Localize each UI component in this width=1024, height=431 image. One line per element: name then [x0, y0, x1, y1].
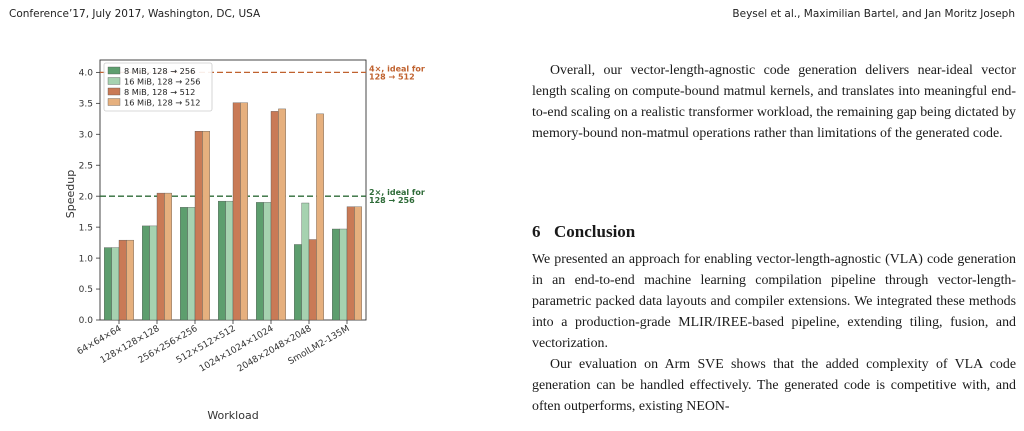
bar: [104, 247, 112, 321]
bar: [332, 228, 340, 321]
bar: [339, 228, 348, 321]
bar: [346, 206, 355, 321]
bar: [126, 239, 134, 321]
y-tick-label: 3.5: [79, 100, 93, 110]
bar: [142, 225, 150, 321]
bar: [118, 239, 127, 321]
bar: [202, 131, 210, 321]
bar: [263, 202, 272, 321]
y-tick-label: 4.0: [79, 69, 94, 79]
legend-label: 16 MiB, 128 → 512: [124, 97, 201, 107]
bar: [354, 206, 362, 321]
bar: [149, 225, 158, 321]
y-tick-label: 3.0: [79, 130, 94, 140]
bar: [187, 207, 196, 321]
y-tick-label: 2.5: [79, 161, 93, 171]
legend-label: 8 MiB, 128 → 512: [124, 87, 195, 97]
bar: [225, 200, 234, 321]
bar: [164, 192, 172, 321]
results-summary-paragraph: Overall, our vector-length-agnostic code…: [532, 63, 1016, 141]
running-header-left: Conference’17, July 2017, Washington, DC…: [9, 8, 261, 20]
bar: [194, 131, 203, 321]
bar: [278, 108, 286, 321]
bar: [301, 202, 310, 321]
y-tick-label: 1.0: [79, 254, 94, 264]
legend-swatch: [107, 87, 121, 96]
y-tick-label: 0.5: [79, 285, 93, 295]
bar: [316, 113, 324, 321]
ideal-reference-label: 128 → 512: [369, 72, 415, 81]
section-number: 6: [532, 222, 541, 241]
y-tick-label: 2.0: [79, 192, 94, 202]
conclusion-paragraph-1: We presented an approach for enabling ve…: [532, 252, 1016, 351]
legend-box: [103, 62, 213, 112]
bar: [218, 200, 226, 321]
legend-swatch: [107, 66, 121, 75]
legend-swatch: [107, 98, 121, 106]
bar: [308, 239, 317, 321]
y-tick-label: 1.5: [79, 223, 93, 233]
bar: [180, 207, 188, 321]
legend-swatch: [107, 77, 121, 85]
bar: [111, 247, 120, 321]
conclusion-body: We presented an approach for enabling ve…: [532, 249, 1016, 417]
y-axis-label: Speedup: [64, 170, 77, 218]
bar: [270, 111, 279, 321]
bar: [240, 102, 248, 321]
ideal-reference-label: 4×, ideal for: [369, 64, 425, 73]
y-tick-label: 0.0: [79, 316, 94, 326]
legend-label: 8 MiB, 128 → 256: [124, 66, 195, 76]
bar: [156, 192, 165, 321]
bar: [256, 202, 264, 321]
ideal-reference-label: 2×, ideal for: [369, 188, 425, 197]
running-header-right: Beysel et al., Maximilian Bartel, and Ja…: [732, 8, 1015, 20]
bar: [294, 244, 302, 321]
speedup-bar-chart: 0.0 0.5 1.0 1.5 2.0 2.5 3.0 3.5 4.0 4×, ideal for…: [64, 59, 425, 422]
conclusion-paragraph-2: Our evaluation on Arm SVE shows that the…: [532, 357, 1016, 414]
legend-label: 16 MiB, 128 → 256: [124, 76, 201, 86]
section-heading: 6 Conclusion: [532, 222, 635, 242]
ideal-reference-label: 128 → 256: [369, 196, 415, 205]
section-title: Conclusion: [554, 222, 636, 241]
x-axis-label: Workload: [207, 409, 258, 422]
bar: [232, 102, 241, 321]
